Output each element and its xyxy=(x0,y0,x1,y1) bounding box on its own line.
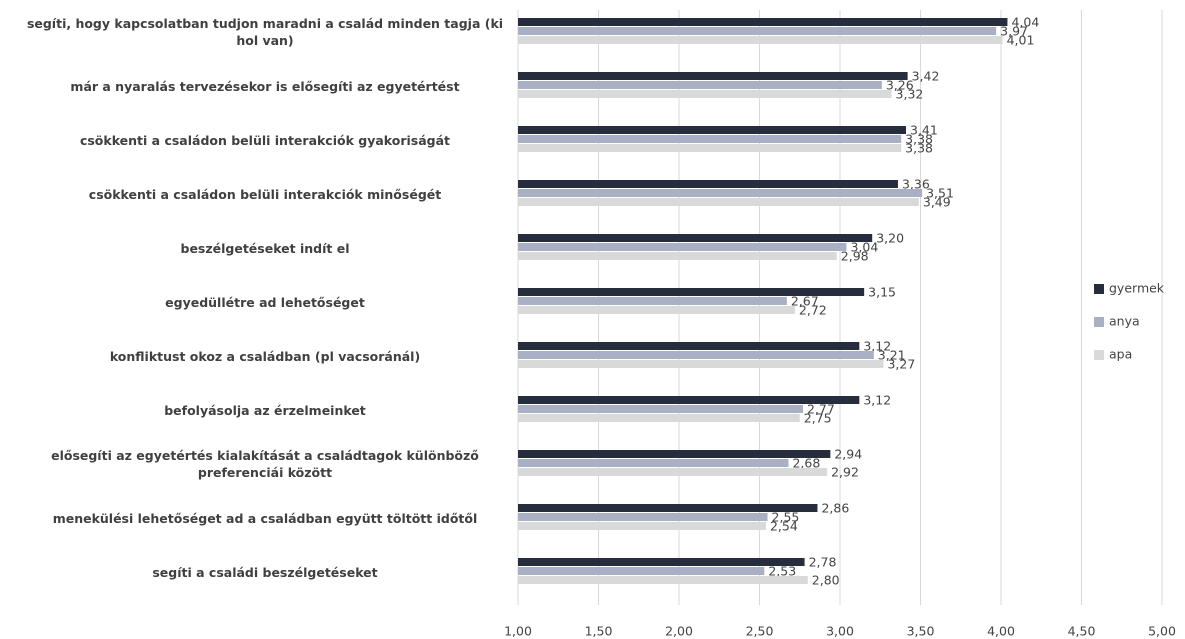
value-label: 2,80 xyxy=(812,573,840,588)
category-label: segíti, hogy kapcsolatban tudjon maradni… xyxy=(26,16,504,48)
bar xyxy=(518,522,766,530)
category-label: beszélgetéseket indít el xyxy=(180,240,350,256)
value-label: 3,15 xyxy=(868,285,896,300)
x-tick-label: 2,50 xyxy=(746,624,774,639)
value-label: 3,38 xyxy=(905,132,933,147)
x-tick-label: 3,00 xyxy=(826,624,854,639)
bar xyxy=(518,18,1008,26)
bar xyxy=(518,405,803,413)
bar xyxy=(518,558,805,566)
bar xyxy=(518,351,874,359)
value-label: 3,38 xyxy=(905,141,933,156)
value-label: 2,55 xyxy=(772,510,800,525)
bar xyxy=(518,189,923,197)
value-label: 2,68 xyxy=(792,456,820,471)
bar xyxy=(518,90,892,98)
bar xyxy=(518,567,765,575)
category-label: elősegíti az egyetértés kialakítását a c… xyxy=(51,448,479,480)
value-label: 2,75 xyxy=(804,411,832,426)
x-tick-label: 4,50 xyxy=(1068,624,1096,639)
value-label: 3,20 xyxy=(876,231,904,246)
bar xyxy=(518,81,882,89)
value-label: 3,27 xyxy=(887,357,915,372)
value-label: 2,72 xyxy=(799,303,827,318)
value-label: 2,94 xyxy=(834,447,862,462)
value-label: 3,41 xyxy=(910,123,938,138)
value-label: 3,26 xyxy=(886,78,914,93)
bar xyxy=(518,252,837,260)
category-label: már a nyaralás tervezésekor is elősegíti… xyxy=(70,78,460,94)
value-label: 4,01 xyxy=(1007,33,1035,48)
bar xyxy=(518,504,818,512)
legend-label: apa xyxy=(1109,347,1132,362)
legend-swatch xyxy=(1094,350,1104,360)
value-label: 2,53 xyxy=(768,564,796,579)
x-tick-label: 2,00 xyxy=(665,624,693,639)
bar xyxy=(518,180,898,188)
value-label: 2,77 xyxy=(807,402,835,417)
value-label: 3,51 xyxy=(926,186,954,201)
bar xyxy=(518,414,800,422)
bar xyxy=(518,297,787,305)
bar xyxy=(518,27,997,35)
legend-label: anya xyxy=(1109,314,1140,329)
bar xyxy=(518,576,808,584)
value-label: 3,04 xyxy=(850,240,878,255)
category-label: menekülési lehetőséget ad a családban eg… xyxy=(52,510,478,526)
value-label: 3,49 xyxy=(923,195,951,210)
x-tick-label: 5,00 xyxy=(1148,624,1176,639)
value-label: 3,21 xyxy=(878,348,906,363)
category-label: befolyásolja az érzelmeinket xyxy=(164,402,366,418)
bar xyxy=(518,126,907,134)
bar xyxy=(518,468,828,476)
value-label: 3,42 xyxy=(912,69,940,84)
bar xyxy=(518,450,831,458)
value-label: 4,04 xyxy=(1011,15,1039,30)
bar xyxy=(518,234,873,242)
value-label: 2,92 xyxy=(831,465,859,480)
legend-label: gyermek xyxy=(1109,281,1165,296)
value-label: 3,97 xyxy=(1000,24,1028,39)
value-label: 2,78 xyxy=(809,555,837,570)
bar xyxy=(518,396,860,404)
bar xyxy=(518,306,795,314)
bar xyxy=(518,72,908,80)
bar xyxy=(518,144,902,152)
value-label: 2,54 xyxy=(770,519,798,534)
value-label: 2,67 xyxy=(791,294,819,309)
x-tick-label: 4,00 xyxy=(987,624,1015,639)
category-label: egyedüllétre ad lehetőséget xyxy=(165,294,365,310)
x-tick-label: 1,00 xyxy=(504,624,532,639)
value-label: 3,32 xyxy=(896,87,924,102)
bar xyxy=(518,513,768,521)
legend-swatch xyxy=(1094,317,1104,327)
category-label: csökkenti a családon belüli interakciók … xyxy=(79,132,451,148)
bar xyxy=(518,198,919,206)
value-label: 3,12 xyxy=(863,339,891,354)
category-label: csökkenti a családon belüli interakciók … xyxy=(88,186,442,202)
category-label: konfliktust okoz a családban (pl vacsorá… xyxy=(109,348,421,364)
bar xyxy=(518,243,847,251)
bar xyxy=(518,360,884,368)
value-label: 3,36 xyxy=(902,177,930,192)
bar xyxy=(518,288,865,296)
legend-swatch xyxy=(1094,284,1104,294)
value-label: 3,12 xyxy=(863,393,891,408)
x-tick-label: 1,50 xyxy=(585,624,613,639)
value-label: 2,98 xyxy=(841,249,869,264)
bar xyxy=(518,36,1003,44)
value-label: 2,86 xyxy=(821,501,849,516)
bar xyxy=(518,135,902,143)
x-tick-label: 3,50 xyxy=(907,624,935,639)
bar xyxy=(518,342,860,350)
category-label: segíti a családi beszélgetéseket xyxy=(152,564,378,580)
bar xyxy=(518,459,789,467)
